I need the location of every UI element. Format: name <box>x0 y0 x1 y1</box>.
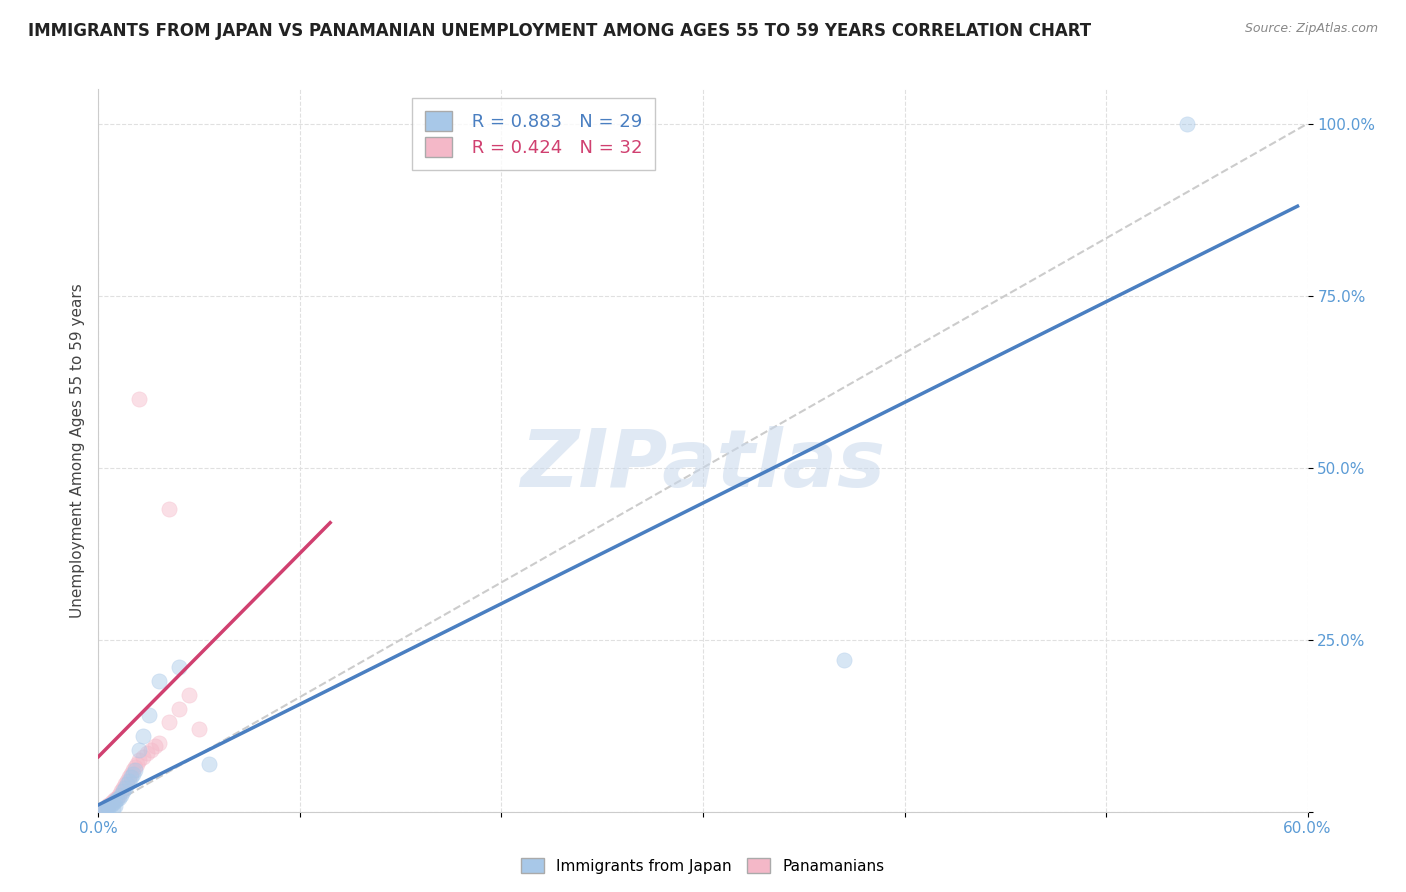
Point <box>120 767 142 781</box>
Point <box>107 791 129 805</box>
Point <box>132 749 155 764</box>
Point <box>148 673 170 688</box>
Point <box>103 792 125 806</box>
Point <box>115 773 138 788</box>
Point <box>167 660 190 674</box>
Point <box>91 803 114 817</box>
Point <box>128 392 150 406</box>
Point <box>101 794 124 808</box>
Point <box>138 708 160 723</box>
Point <box>103 799 125 814</box>
Point <box>157 502 180 516</box>
Point <box>198 756 221 771</box>
Point <box>97 797 120 812</box>
Point <box>114 780 136 795</box>
Point <box>97 801 120 815</box>
Point <box>96 801 118 815</box>
Point <box>167 701 190 715</box>
Point <box>157 715 180 730</box>
Legend:  R = 0.883   N = 29,  R = 0.424   N = 32: R = 0.883 N = 29, R = 0.424 N = 32 <box>412 98 655 169</box>
Point <box>100 797 122 811</box>
Point <box>121 764 143 778</box>
Point <box>832 653 855 667</box>
Point <box>103 794 125 808</box>
Point <box>135 746 157 760</box>
Point <box>125 756 148 771</box>
Point <box>188 722 211 736</box>
Point <box>110 784 132 798</box>
Point <box>96 803 118 817</box>
Point <box>93 803 115 817</box>
Point <box>101 797 124 811</box>
Point <box>179 688 201 702</box>
Legend: Immigrants from Japan, Panamanians: Immigrants from Japan, Panamanians <box>515 852 891 880</box>
Point <box>111 780 134 795</box>
Point <box>97 799 120 814</box>
Text: Source: ZipAtlas.com: Source: ZipAtlas.com <box>1244 22 1378 36</box>
Point <box>111 784 134 798</box>
Point <box>89 805 111 819</box>
Point <box>121 767 143 781</box>
Point <box>120 770 142 784</box>
Point <box>101 801 124 815</box>
Point <box>97 799 120 814</box>
Point <box>115 777 138 791</box>
Point <box>124 760 146 774</box>
Text: ZIPatlas: ZIPatlas <box>520 425 886 504</box>
Point <box>128 753 150 767</box>
Text: IMMIGRANTS FROM JAPAN VS PANAMANIAN UNEMPLOYMENT AMONG AGES 55 TO 59 YEARS CORRE: IMMIGRANTS FROM JAPAN VS PANAMANIAN UNEM… <box>28 22 1091 40</box>
Point <box>89 805 111 819</box>
Point <box>128 743 150 757</box>
Point <box>143 739 166 754</box>
Point <box>105 792 128 806</box>
Point <box>118 773 141 788</box>
Point <box>100 797 122 812</box>
Point <box>93 803 115 817</box>
Point <box>107 788 129 802</box>
Point <box>124 764 146 778</box>
Point <box>110 788 132 802</box>
Point <box>139 743 162 757</box>
Y-axis label: Unemployment Among Ages 55 to 59 years: Unemployment Among Ages 55 to 59 years <box>69 283 84 618</box>
Point <box>132 729 155 743</box>
Point <box>148 736 170 750</box>
Point <box>118 770 141 784</box>
Point <box>114 777 136 791</box>
Point <box>1175 117 1198 131</box>
Point <box>105 791 128 805</box>
Point <box>91 805 114 819</box>
